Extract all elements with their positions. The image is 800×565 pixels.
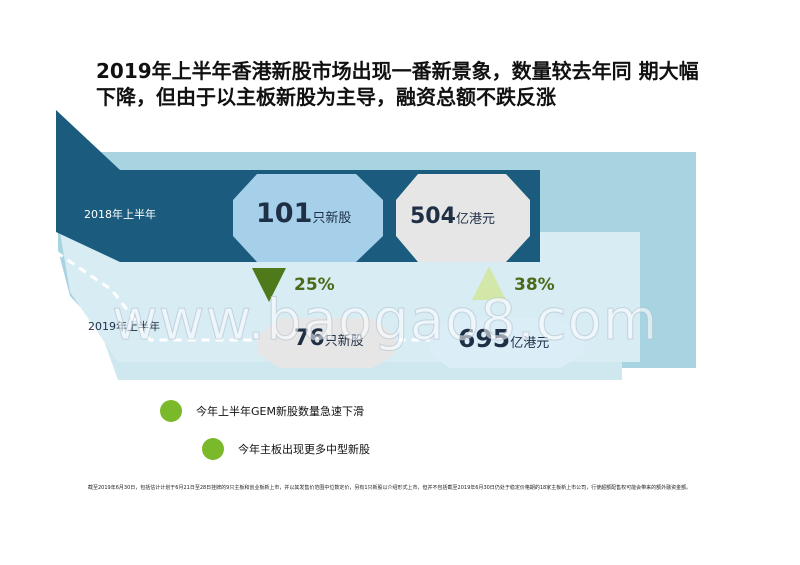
- octagon-2019-amount: [430, 318, 584, 368]
- stat-2019-amount-value: 695: [458, 324, 511, 353]
- stat-2019-amount-unit: 亿港元: [510, 336, 550, 351]
- count-change-percent: 25%: [294, 275, 335, 295]
- stat-2018-amount-unit: 亿港元: [455, 212, 495, 227]
- green-bullet-icon: [202, 438, 224, 460]
- bullet-text: 今年上半年GEM新股数量急速下滑: [196, 405, 364, 418]
- stat-2019-count: 76只新股: [294, 326, 364, 351]
- octagon-2019-count: [258, 318, 396, 368]
- stat-2018-count-unit: 只新股: [312, 211, 352, 226]
- stat-2019-count-value: 76: [294, 326, 325, 351]
- down-triangle-icon: [252, 268, 286, 302]
- bullet-item: 今年上半年GEM新股数量急速下滑: [160, 400, 364, 422]
- row-label-2019: 2019年上半年: [88, 320, 160, 333]
- stat-2019-amount: 695亿港元: [458, 324, 549, 353]
- green-bullet-icon: [160, 400, 182, 422]
- stat-2018-amount: 504亿港元: [410, 204, 495, 229]
- stat-2018-count-value: 101: [256, 198, 313, 229]
- bullet-text: 今年主板出现更多中型新股: [238, 443, 370, 456]
- up-triangle-icon: [472, 266, 506, 300]
- page-title: 2019年上半年香港新股市场出现一番新景象，数量较去年同 期大幅下降，但由于以主…: [96, 59, 699, 109]
- octagon-2018-amount: [396, 174, 530, 262]
- stat-2019-count-unit: 只新股: [324, 334, 364, 349]
- watermark-text: www.baogao8.com: [111, 288, 659, 354]
- stat-2018-amount-value: 504: [410, 204, 456, 229]
- octagon-2018-count: [233, 174, 383, 262]
- footnote: 截至2019年6月30日，包括估计计划于6月21日至28日挂牌的9只主板和创业板…: [88, 485, 692, 491]
- bullet-item: 今年主板出现更多中型新股: [202, 438, 370, 460]
- amount-change-percent: 38%: [514, 275, 555, 295]
- stat-2018-count: 101只新股: [256, 198, 351, 229]
- row-label-2018: 2018年上半年: [84, 208, 156, 221]
